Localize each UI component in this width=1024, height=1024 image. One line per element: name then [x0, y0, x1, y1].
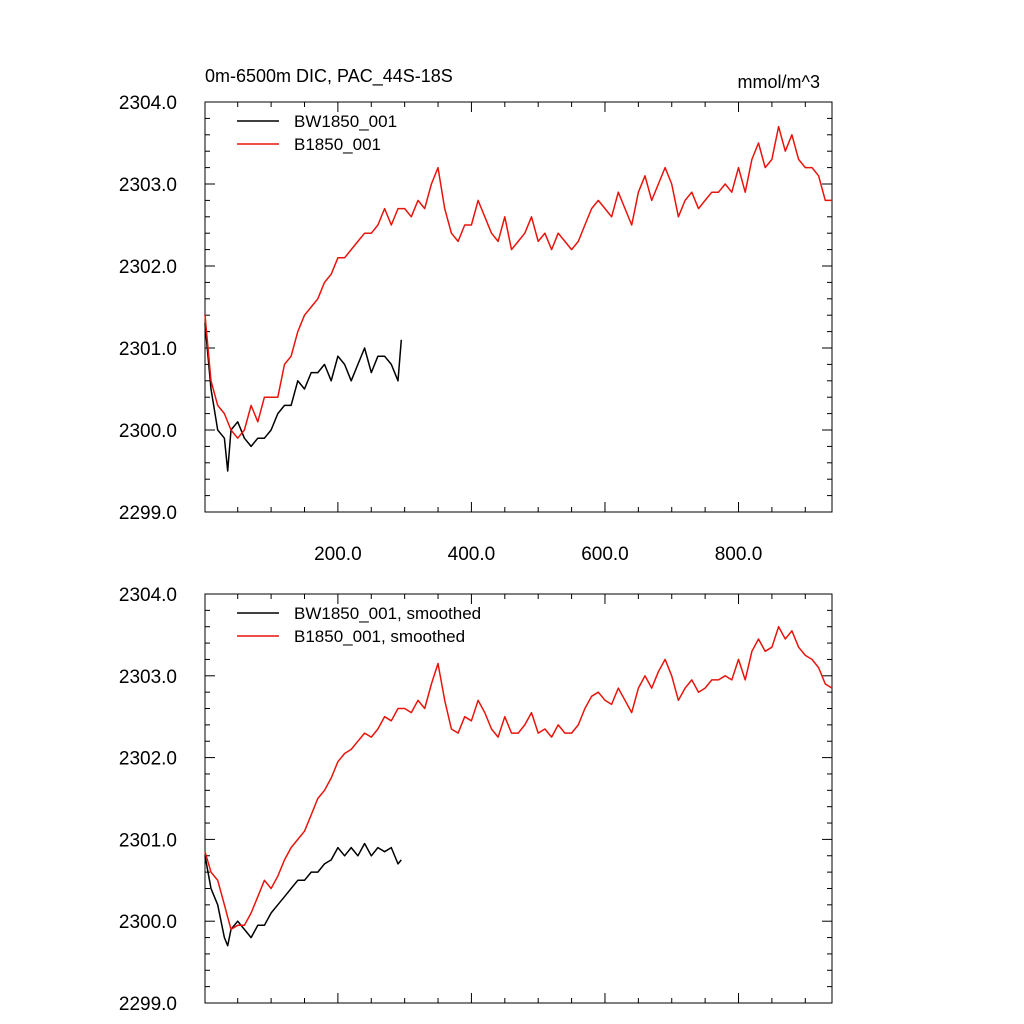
x-tick-label: 600.0 — [581, 544, 629, 565]
y-tick-label: 2304.0 — [119, 93, 177, 114]
y-tick-label: 2303.0 — [119, 667, 177, 688]
legend-label: B1850_001 — [294, 135, 381, 154]
series-line-bw1850-001 — [204, 323, 403, 472]
series-line-b1850-001 — [204, 125, 832, 439]
y-tick-label: 2299.0 — [119, 503, 177, 524]
y-tick-label: 2302.0 — [119, 257, 177, 278]
series-line-bw1850-001-smoothed — [204, 842, 402, 947]
y-tick-label: 2299.0 — [119, 994, 177, 1015]
y-tick-label: 2302.0 — [119, 749, 177, 770]
y-tick-label: 2303.0 — [119, 175, 177, 196]
legend-label: BW1850_001 — [294, 112, 397, 131]
x-tick-label: 400.0 — [448, 544, 496, 565]
y-tick-label: 2300.0 — [119, 421, 177, 442]
bottom-panel: 2299.0 2300.0 2301.0 2302.0 2303.0 2304.0 BW18… — [119, 585, 833, 1015]
top-panel: 2299.0 2300.0 2301.0 2302.0 2303.0 2304.0 200.… — [119, 66, 833, 565]
chart-title: 0m-6500m DIC, PAC_44S-18S — [205, 66, 453, 87]
plot-frame — [204, 593, 833, 1004]
y-tick-label: 2301.0 — [119, 830, 177, 851]
legend-label: BW1850_001, smoothed — [294, 604, 481, 623]
units-label: mmol/m^3 — [738, 72, 820, 92]
plot-frame — [204, 101, 833, 513]
x-tick-label: 800.0 — [715, 544, 763, 565]
x-tick-label: 200.0 — [314, 544, 362, 565]
series-line-b1850-001-smoothed — [204, 625, 833, 931]
y-tick-label: 2301.0 — [119, 339, 177, 360]
y-tick-label: 2304.0 — [119, 585, 177, 606]
legend-label: B1850_001, smoothed — [294, 627, 465, 646]
y-tick-label: 2300.0 — [119, 912, 177, 933]
